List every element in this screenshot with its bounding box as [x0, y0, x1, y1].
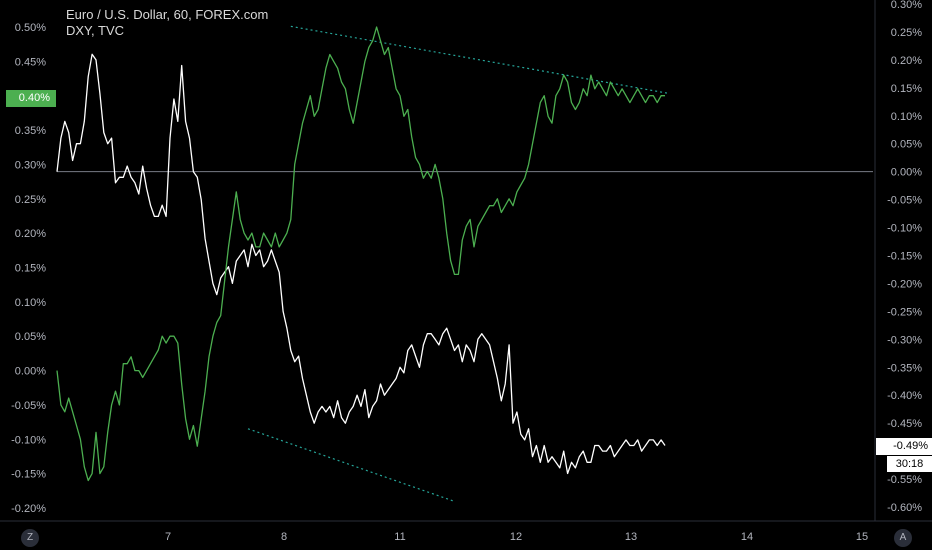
left-axis-tick: -0.20%: [11, 503, 46, 515]
x-axis-tick: 12: [510, 531, 522, 543]
left-axis-tick: 0.45%: [15, 56, 46, 68]
upper-trendline[interactable]: [290, 25, 670, 95]
right-axis-tick: -0.20%: [887, 278, 922, 290]
left-axis-tick: 0.20%: [15, 228, 46, 240]
left-axis-tick: 0.05%: [15, 331, 46, 343]
right-axis-tick: 0.25%: [891, 27, 922, 39]
left-axis-tick: -0.05%: [11, 400, 46, 412]
right-axis-tick: -0.30%: [887, 334, 922, 346]
right-axis-tick: -0.25%: [887, 306, 922, 318]
dxy-series-line: [56, 26, 665, 482]
right-axis-tick: 0.00%: [891, 167, 922, 179]
left-axis-tick: 0.50%: [15, 22, 46, 34]
left-axis-tick: 0.10%: [15, 297, 46, 309]
right-axis-tick: -0.35%: [887, 362, 922, 374]
right-axis-tick: -0.45%: [887, 418, 922, 430]
left-axis-tick: -0.10%: [11, 434, 46, 446]
right-axis-tick: -0.40%: [887, 390, 922, 402]
eurusd-series-line: [56, 53, 666, 475]
left-axis-tick: 0.35%: [15, 125, 46, 137]
right-axis-tick: -0.05%: [887, 195, 922, 207]
right-axis-tick: -0.15%: [887, 251, 922, 263]
auto-scale-button[interactable]: A: [894, 529, 912, 547]
x-axis-tick: 15: [856, 531, 868, 543]
x-axis-tick: 13: [625, 531, 637, 543]
legend-main-symbol: Euro / U.S. Dollar, 60, FOREX.com: [66, 7, 269, 22]
lower-trendline[interactable]: [247, 428, 455, 502]
right-price-tag: -0.49%: [876, 438, 932, 455]
x-axis-tick: 8: [281, 531, 287, 543]
timezone-button[interactable]: Z: [21, 529, 39, 547]
right-axis-tick: 0.10%: [891, 111, 922, 123]
x-axis-tick: 7: [165, 531, 171, 543]
left-axis-tick: 0.30%: [15, 159, 46, 171]
left-axis-tick: 0.25%: [15, 194, 46, 206]
chart-legend: Euro / U.S. Dollar, 60, FOREX.com DXY, T…: [66, 7, 268, 39]
right-axis-tick: 0.20%: [891, 55, 922, 67]
left-price-tag: 0.40%: [6, 90, 56, 107]
left-axis-tick: 0.00%: [15, 366, 46, 378]
bar-countdown-tag: 30:18: [887, 456, 932, 472]
left-axis-tick: -0.15%: [11, 469, 46, 481]
right-axis-tick: 0.05%: [891, 139, 922, 151]
x-axis-tick: 14: [741, 531, 753, 543]
right-axis-tick: -0.10%: [887, 223, 922, 235]
right-axis-tick: -0.55%: [887, 474, 922, 486]
right-axis-tick: 0.30%: [891, 0, 922, 11]
right-axis-tick: 0.15%: [891, 83, 922, 95]
left-axis-tick: 0.15%: [15, 263, 46, 275]
right-axis-tick: -0.60%: [887, 502, 922, 514]
x-axis-tick: 11: [394, 531, 405, 543]
legend-compare-symbol: DXY, TVC: [66, 23, 125, 38]
